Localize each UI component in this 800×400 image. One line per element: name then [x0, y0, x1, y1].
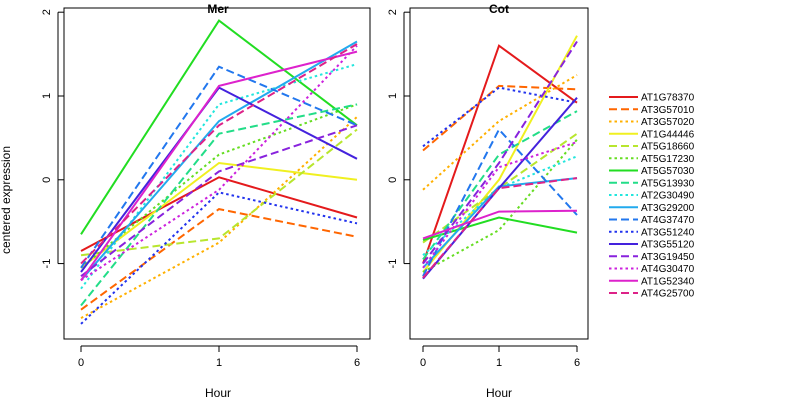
legend-label-at1g44446: AT1G44446: [641, 129, 695, 140]
y-tick-label-mer: -1: [41, 259, 53, 269]
series-line-at3g19450-mer: [80, 124, 358, 277]
panel-cot-title: Cot: [489, 2, 509, 16]
legend-label-at3g57010: AT3G57010: [641, 105, 695, 116]
series-line-at5g13930-cot: [422, 110, 578, 260]
legend-label-at3g19450: AT3G19450: [641, 252, 695, 263]
panel-mer-y-axis: -1 0 1 2: [41, 9, 64, 268]
series-line-at5g13930-mer: [80, 103, 358, 307]
legend-label-at3g29200: AT3G29200: [641, 203, 695, 214]
x-tick-label-cot: 6: [574, 357, 580, 369]
panel-cot: Cot -1 0 1 2 0 1 6 Hour: [387, 2, 589, 400]
panel-mer-title: Mer: [207, 2, 229, 16]
x-tick-label-mer: 0: [78, 357, 84, 369]
y-tick-label-cot: 1: [387, 93, 399, 99]
panel-mer-frame: [63, 7, 371, 340]
y-tick-label-mer: 2: [41, 9, 53, 15]
series-line-at5g57030-mer: [80, 19, 358, 235]
series-line-at4g30470-mer: [80, 45, 358, 282]
legend-label-at5g57030: AT5G57030: [641, 166, 695, 177]
legend-label-at1g52340: AT1G52340: [641, 276, 695, 287]
panel-mer-x-axis: 0 1 6: [78, 345, 360, 369]
legend-label-at3g57020: AT3G57020: [641, 117, 695, 128]
panel-cot-x-axis: 0 1 6: [420, 345, 580, 369]
x-tick-label-cot: 1: [496, 357, 502, 369]
series-line-at1g52340-cot: [422, 209, 578, 240]
legend-label-at5g17230: AT5G17230: [641, 154, 695, 165]
panel-mer-x-axis-label: Hour: [205, 386, 231, 400]
series-line-at4g37470-cot: [422, 127, 578, 277]
y-tick-label-mer: 0: [41, 177, 53, 183]
y-tick-label-mer: 1: [41, 93, 53, 99]
series-line-at3g51240-mer: [80, 191, 358, 325]
series-line-at5g18660-mer: [80, 128, 358, 257]
series-line-at5g17230-mer: [80, 103, 358, 269]
x-tick-label-mer: 6: [354, 357, 360, 369]
series-line-at4g30470-cot: [422, 141, 578, 269]
legend-label-at4g25700: AT4G25700: [641, 289, 695, 300]
series-line-at2g30490-mer: [80, 63, 358, 290]
series-line-at5g17230-cot: [422, 138, 578, 273]
legend-label-at4g30470: AT4G30470: [641, 264, 695, 275]
legend-label-at4g37470: AT4G37470: [641, 215, 695, 226]
series-line-at3g29200-mer: [80, 40, 358, 281]
panel-mer: Mer -1 0 1 2 0 1 6 Hour: [41, 2, 371, 400]
panel-cot-plot-area: [422, 35, 578, 280]
series-line-at1g52340-mer: [80, 50, 358, 281]
series-line-at2g30490-cot: [422, 155, 578, 256]
legend-label-at5g18660: AT5G18660: [641, 142, 695, 153]
legend-label-at2g30490: AT2G30490: [641, 191, 695, 202]
series-line-at3g57020-mer: [80, 116, 358, 319]
legend-label-at5g13930: AT5G13930: [641, 178, 695, 189]
series-line-at3g51240-cot: [422, 86, 578, 148]
x-tick-label-cot: 0: [420, 357, 426, 369]
series-line-at1g44446-mer: [80, 161, 358, 269]
panel-mer-plot-area: [80, 19, 358, 325]
panel-cot-x-axis-label: Hour: [486, 386, 512, 400]
legend-label-at3g55120: AT3G55120: [641, 240, 695, 251]
series-line-at4g25700-mer: [80, 43, 358, 265]
series-line-at4g37470-mer: [80, 65, 358, 269]
panel-cot-frame: [409, 7, 589, 340]
series-line-at4g25700-cot: [422, 177, 578, 279]
y-tick-label-cot: 0: [387, 177, 399, 183]
panel-cot-y-axis: -1 0 1 2: [387, 9, 410, 268]
x-tick-label-mer: 1: [216, 357, 222, 369]
series-line-at3g57010-cot: [422, 84, 578, 152]
legend-label-at3g51240: AT3G51240: [641, 227, 695, 238]
series-line-at3g57020-cot: [422, 74, 578, 191]
series-line-at3g57010-mer: [80, 208, 358, 311]
y-tick-label-cot: 2: [387, 9, 399, 15]
series-line-at3g29200-cot: [422, 177, 578, 269]
y-axis-label: centered expression: [0, 146, 13, 254]
legend-label-at1g78370: AT1G78370: [641, 93, 695, 104]
y-tick-label-cot: -1: [387, 259, 399, 269]
